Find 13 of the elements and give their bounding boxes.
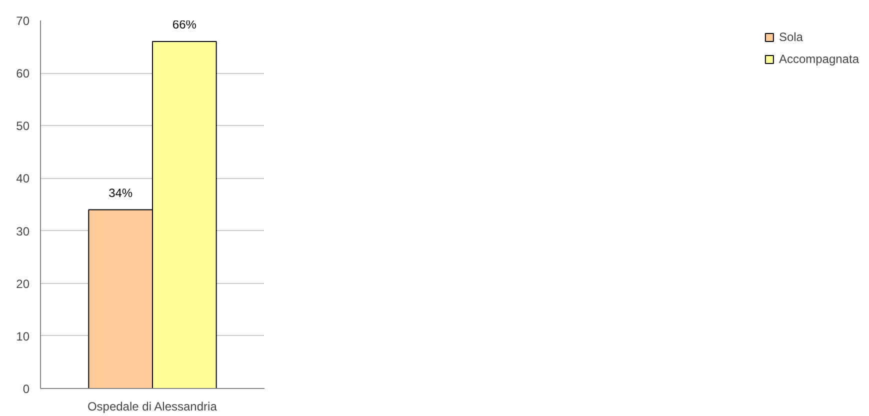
- y-tick-label: 50: [16, 119, 30, 134]
- y-tick-label: 40: [16, 172, 30, 186]
- y-tick-label: 60: [16, 66, 30, 81]
- x-tick-label: Ospedale di Alessandria: [87, 400, 218, 414]
- data-label: 34%: [108, 186, 133, 200]
- y-tick-label: 10: [16, 329, 30, 344]
- data-label: 66%: [172, 18, 197, 32]
- legend-label: Sola: [778, 30, 803, 44]
- y-tick-label: 20: [16, 276, 30, 291]
- y-tick-label: 70: [16, 14, 30, 28]
- y-tick-label: 0: [22, 382, 30, 396]
- legend-label: Accompagnata: [778, 52, 859, 66]
- y-tick-label: 30: [16, 224, 30, 238]
